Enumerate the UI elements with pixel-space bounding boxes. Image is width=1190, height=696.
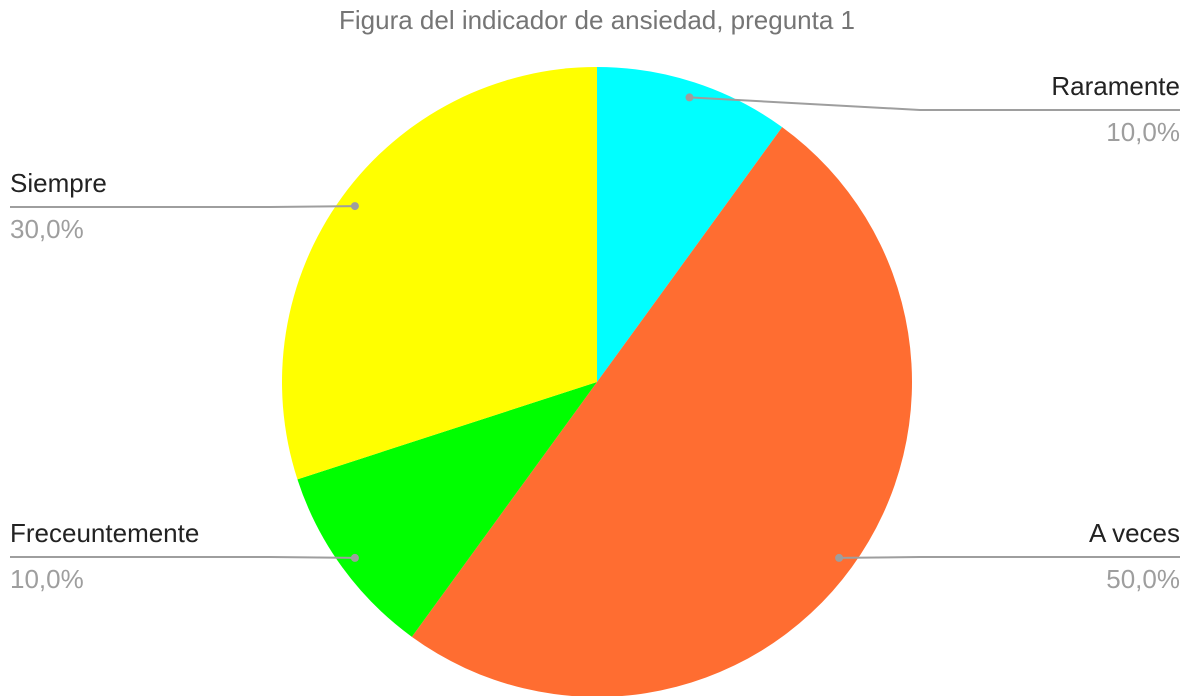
chart-title: Figura del indicador de ansiedad, pregun… xyxy=(339,5,855,35)
slice-label: Raramente xyxy=(1051,71,1180,101)
leader-dot xyxy=(685,93,694,102)
leader-dot xyxy=(350,202,359,211)
slice-value-label: 10,0% xyxy=(1106,117,1180,147)
leader-line xyxy=(10,556,355,559)
pie-slice xyxy=(297,382,597,637)
slice-label: Freceuntemente xyxy=(10,518,199,548)
leader-line xyxy=(689,96,1180,111)
leader-line xyxy=(839,556,1180,559)
slice-value-label: 30,0% xyxy=(10,214,84,244)
slice-value-label: 50,0% xyxy=(1106,564,1180,594)
slice-label: A veces xyxy=(1089,518,1180,548)
leader-dot xyxy=(835,553,844,562)
slice-label: Siempre xyxy=(10,168,107,198)
leader-dot xyxy=(350,553,359,562)
pie-slice xyxy=(282,67,597,480)
leader-line xyxy=(10,205,355,208)
pie-slice xyxy=(597,67,783,382)
pie-slice xyxy=(411,127,912,696)
slice-value-label: 10,0% xyxy=(10,564,84,594)
